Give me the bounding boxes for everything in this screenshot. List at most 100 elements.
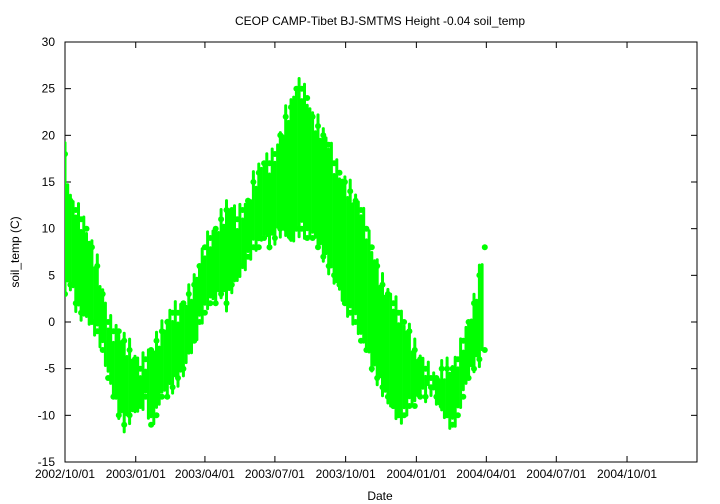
data-point-low [99,347,106,353]
data-point-high [309,113,316,120]
data-point-low [164,393,171,400]
data-point-high [261,160,268,167]
data-point-low [336,281,343,288]
data-point-high [298,85,305,92]
y-tick-label: 20 [42,128,56,142]
data-point-high [449,365,456,372]
data-point-low [271,235,278,241]
data-point-low [288,235,294,241]
data-point-high [223,207,230,213]
data-point-low [433,393,440,400]
data-point-low [67,281,74,288]
data-point-low [261,235,268,241]
data-point-high [384,291,391,297]
x-tick-label: 2003/10/01 [316,467,376,481]
data-point-high [65,151,68,157]
data-point-high [72,207,79,213]
x-axis-label: Date [367,489,393,503]
data-point-low [115,412,122,419]
data-point-low [207,300,214,307]
data-point-low [384,393,391,400]
y-tick-label: 30 [42,35,56,49]
data-point-low [428,384,434,391]
data-point-low [239,263,246,269]
data-point-high [218,216,225,223]
data-point-low [201,309,208,316]
data-point-low [148,421,155,428]
data-point-low [476,356,483,363]
data-point-high [94,263,101,269]
data-point-high [185,291,192,297]
data-point-high [347,188,354,195]
chart-title: CEOP CAMP-Tibet BJ-SMTMS Height -0.04 so… [235,14,525,28]
data-point-high [438,365,445,372]
data-point-high [115,328,122,335]
data-point-high [164,319,171,325]
data-point-high [99,291,106,297]
data-point-high [110,328,117,335]
data-point-low [282,225,289,232]
data-point-low [304,235,311,241]
data-point-high [239,207,246,213]
data-point-low [331,272,338,279]
data-point-high [201,244,208,251]
data-point-low [298,225,305,232]
data-point-high [293,85,300,92]
data-point-low [153,412,160,419]
data-point-low [196,319,203,325]
data-point-high [250,179,257,185]
data-point-high [169,309,176,316]
data-point-low [401,412,408,419]
data-point-high [83,225,90,232]
data-point-high [395,309,402,316]
data-point-high [320,132,327,139]
data-point-low [234,272,241,279]
y-tick-label: -5 [44,362,55,376]
data-point-low [65,291,68,297]
data-point-low [191,337,198,344]
data-point-low [320,253,327,260]
data-point-high [379,281,386,288]
data-point-high [255,169,262,176]
data-point-high [374,263,381,269]
data-point-low [185,347,192,353]
data-point-high [476,272,483,279]
data-point-low [94,328,101,335]
y-tick-label: 10 [42,222,56,236]
data-point-low [293,225,300,232]
x-tick-label: 2002/10/01 [35,467,95,481]
data-point-high [126,347,133,353]
x-tick-label: 2003/04/01 [175,467,235,481]
y-tick-label: 5 [48,268,55,282]
data-point-high [331,160,338,167]
data-point-low [72,300,79,307]
data-point-high [148,347,155,353]
data-point-high [428,375,434,381]
data-point-high [191,281,198,288]
y-tick-label: -15 [38,455,56,469]
data-point-low [374,375,381,381]
data-point-high [288,104,294,111]
data-point-low [169,384,176,391]
y-tick-label: 25 [42,82,56,96]
data-point-high [390,300,397,307]
data-point-low [417,393,424,400]
data-point-high [471,300,477,307]
data-points [65,77,488,434]
data-point-high [417,356,424,363]
x-axis: 2002/10/01 2003/01/01 2003/04/01 2003/07/01… [35,42,657,481]
data-point-high [105,319,112,325]
data-point-high [336,169,343,176]
x-tick-label: 2004/10/01 [597,467,657,481]
data-point-high [341,179,348,185]
data-point-low [175,375,181,381]
data-point-high [212,225,219,232]
data-point-low [471,365,477,372]
data-point-low [228,281,235,288]
data-point-low [309,235,316,241]
data-point-low [142,393,149,400]
data-point-low [358,337,364,344]
data-point-low [395,412,402,419]
data-point-low [212,300,219,307]
